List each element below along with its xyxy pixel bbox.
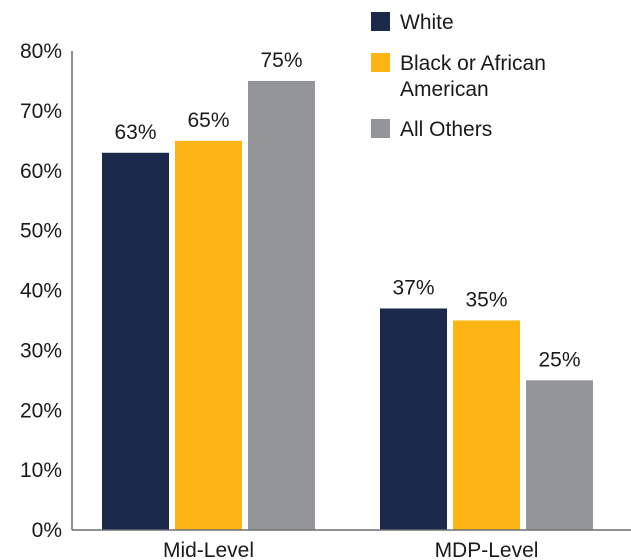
legend-label: Black or African [400,52,546,75]
bar-mid-level-series-1 [175,140,242,530]
legend-swatch [371,12,390,31]
data-label: 25% [538,348,580,371]
y-tick-label: 10% [20,459,62,482]
data-label: 37% [392,276,434,299]
y-tick-label: 50% [20,220,62,243]
legend-label: American [400,78,489,101]
bar-mid-level-series-0 [102,152,169,530]
legend-label: White [400,11,454,34]
x-axis-labels: Mid-Level MDP-Level [163,539,538,560]
data-label: 63% [114,121,156,144]
data-label: 35% [465,288,507,311]
bar-mdp-level-series-0 [380,308,447,530]
y-tick-label: 0% [32,519,62,542]
y-tick-label: 30% [20,339,62,362]
y-tick-label: 20% [20,399,62,422]
bar-mdp-level-series-1 [453,320,520,530]
data-label: 65% [187,109,229,132]
data-labels: 63% 65% 75% 37% 35% 25% [114,49,580,371]
legend-swatch [371,53,390,72]
data-label: 75% [260,49,302,72]
bar-mdp-level-series-2 [526,380,593,530]
bars [102,80,593,530]
x-category-label: MDP-Level [435,539,539,560]
y-tick-label: 60% [20,160,62,183]
y-tick-label: 40% [20,280,62,303]
y-tick-label: 80% [20,40,62,63]
bar-mid-level-series-2 [248,80,315,530]
y-axis-ticks: 0% 10% 20% 30% 40% 50% 60% 70% 80% [20,40,62,542]
x-category-label: Mid-Level [163,539,254,560]
y-tick-label: 70% [20,100,62,123]
legend-label: All Others [400,118,492,141]
legend-swatch [371,119,390,138]
legend: White Black or African American All Others [371,11,546,141]
